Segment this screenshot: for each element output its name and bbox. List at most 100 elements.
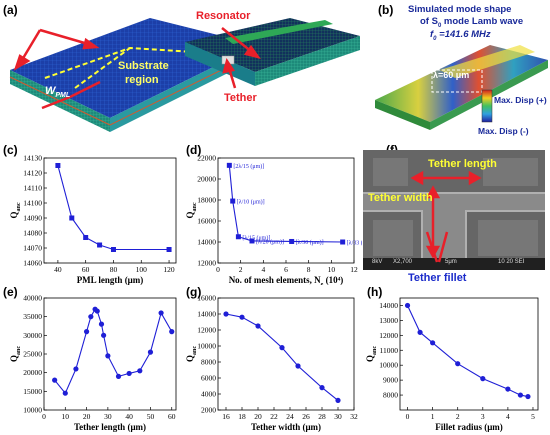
data-point xyxy=(110,247,116,252)
tether-fillet-label: Tether fillet xyxy=(408,272,467,284)
data-point-label: [λ/20 (μm)] xyxy=(256,238,284,245)
x-tick-label: 60 xyxy=(82,265,90,274)
chart-c-pml-length: 40 60 80 100 120 14060 14070 14080 14090 14100 141… xyxy=(10,154,177,285)
y-tick-label: 14110 xyxy=(24,184,43,193)
panel-label-f: (e) xyxy=(3,285,18,299)
y-tick-label: 12000 xyxy=(197,259,216,268)
chart-d-mesh-elements: 0 2 4 6 8 10 12 12000 14000 16000 18000 20000 22000 N… xyxy=(186,154,362,286)
plot-frame xyxy=(217,157,355,264)
panel-label-d: (d) xyxy=(186,143,202,157)
plot-frame xyxy=(399,297,539,411)
x-tick-label: 60 xyxy=(168,412,176,421)
tether-length-label: Tether length xyxy=(428,158,497,170)
y-tick-label: 13000 xyxy=(379,316,398,325)
data-point xyxy=(430,340,436,346)
y-tick-label: 20000 xyxy=(23,368,42,377)
plot-frame xyxy=(43,157,177,264)
pml-region-label: PML region xyxy=(18,16,78,28)
data-point xyxy=(98,321,105,327)
x-tick-label: 0 xyxy=(42,412,46,421)
plot-frame xyxy=(217,297,355,411)
sem-info-4: 10 20 SEI xyxy=(498,259,525,265)
data-point xyxy=(83,329,90,335)
tether-width-label: Tether width xyxy=(368,192,433,204)
x-tick-label: 10 xyxy=(62,412,70,421)
x-tick-label: 6 xyxy=(284,265,288,274)
data-point xyxy=(166,247,172,252)
y-tick-label: 8000 xyxy=(201,358,216,367)
x-tick-label: 120 xyxy=(163,265,175,274)
x-tick-label: 26 xyxy=(302,412,310,421)
x-tick-label: 0 xyxy=(406,412,410,421)
data-point xyxy=(340,239,346,245)
chart-g-tether-width: 16 18 20 22 24 26 28 30 32 2000 4000 6000 8000 10000 1… xyxy=(186,294,358,433)
data-point-label: [2λ/15 (μm)] xyxy=(233,163,264,170)
data-point xyxy=(88,314,94,320)
lambda-label: λ=60 μm xyxy=(433,70,470,80)
data-point xyxy=(517,392,524,398)
data-point xyxy=(249,238,255,244)
data-point xyxy=(158,310,164,316)
data-point xyxy=(455,361,461,367)
y-tick-label: 35000 xyxy=(23,312,42,321)
data-point xyxy=(525,393,531,400)
y-tick-label: 22000 xyxy=(197,154,216,163)
panel-b-mode-shape xyxy=(375,45,548,130)
x-tick-label: 1 xyxy=(431,412,435,421)
data-point xyxy=(404,302,411,309)
tether-bar xyxy=(363,192,545,212)
x-tick-label: 20 xyxy=(254,412,262,421)
panel-label-b: (b) xyxy=(378,3,394,17)
x-tick-label: 0 xyxy=(216,265,220,274)
data-point xyxy=(73,366,79,372)
sem-info-2: X2,700 xyxy=(393,259,413,265)
y-tick-label: 16000 xyxy=(197,217,216,226)
data-point xyxy=(115,373,122,379)
x-tick-label: 28 xyxy=(318,412,326,421)
y-tick-label: 14000 xyxy=(197,310,216,319)
x-tick-label: 8 xyxy=(307,265,311,274)
data-point xyxy=(335,397,341,403)
y-tick-label: 14090 xyxy=(23,214,42,223)
data-point xyxy=(97,242,103,248)
x-tick-label: 4 xyxy=(506,412,510,421)
wpml-label: WPML xyxy=(45,85,71,100)
x-tick-label: 12 xyxy=(350,265,358,274)
series-line xyxy=(57,165,170,251)
x-tick-label: 10 xyxy=(328,265,336,274)
data-point xyxy=(83,235,89,240)
data-point xyxy=(147,349,154,355)
x-tick-label: 32 xyxy=(350,412,358,421)
sem-info-1: 8kV xyxy=(372,259,383,265)
panel-label-g: (g) xyxy=(186,285,202,299)
x-tick-label: 22 xyxy=(270,412,278,421)
data-point xyxy=(223,311,229,317)
y-tick-label: 10000 xyxy=(379,361,398,370)
data-point xyxy=(55,163,61,168)
x-tick-label: 2 xyxy=(239,265,243,274)
data-point xyxy=(101,332,107,338)
data-point xyxy=(239,314,245,320)
y-tick-label: 40000 xyxy=(23,294,42,303)
x-tick-label: 5 xyxy=(531,412,535,421)
data-point xyxy=(52,377,58,383)
chart-f-tether-length: 0 10 20 30 40 50 60 10000 15000 20000 25000 30000 35… xyxy=(10,294,177,432)
panel-label-h: (h) xyxy=(367,285,383,299)
data-point xyxy=(94,308,100,314)
color-bar xyxy=(481,89,493,123)
x-tick-label: 40 xyxy=(54,265,62,274)
y-tick-label: 6000 xyxy=(201,374,216,383)
chart-h-fillet-radius: 0 1 2 3 4 5 8000 9000 10000 11000 12000 13000 14000 F… xyxy=(366,297,539,432)
data-point xyxy=(169,329,175,335)
freq-label: f0 =141.6 MHz xyxy=(430,29,491,42)
y-tick-label: 12000 xyxy=(197,326,216,335)
y-tick-label: 30000 xyxy=(23,331,42,340)
data-point-label: [λ/10 (μm)] xyxy=(237,199,265,206)
x-tick-label: 3 xyxy=(481,412,485,421)
data-point-label: [λ/15 (μm)] xyxy=(242,234,270,241)
y-tick-label: 10000 xyxy=(197,342,216,351)
substrate-label-2: region xyxy=(125,74,159,86)
resonator-label: Resonator xyxy=(196,10,251,22)
data-point xyxy=(295,363,301,369)
x-tick-label: 40 xyxy=(125,412,133,421)
